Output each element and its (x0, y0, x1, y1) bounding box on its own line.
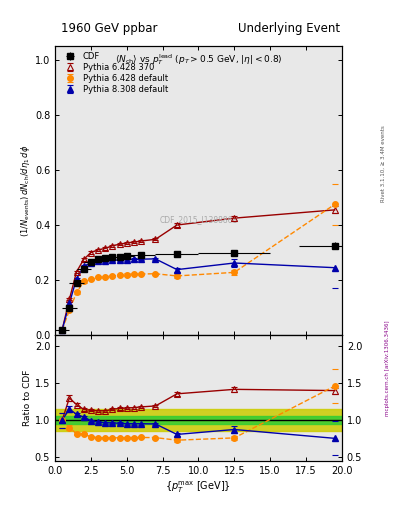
Y-axis label: $(1/N_\mathrm{events})\,dN_\mathrm{ch}/d\eta_1\,d\phi$: $(1/N_\mathrm{events})\,dN_\mathrm{ch}/d… (19, 144, 32, 237)
X-axis label: $\{p_T^\mathrm{max}$ [GeV]$\}$: $\{p_T^\mathrm{max}$ [GeV]$\}$ (165, 480, 231, 495)
Text: 1960 GeV ppbar: 1960 GeV ppbar (61, 22, 158, 35)
Text: Underlying Event: Underlying Event (238, 22, 340, 35)
Bar (55, 409, 342, 431)
Text: $\langle N_\mathrm{ch}\rangle$ vs $p_T^\mathrm{lead}$ ($p_T > 0.5$ GeV, $|\eta| : $\langle N_\mathrm{ch}\rangle$ vs $p_T^\… (115, 52, 282, 67)
Y-axis label: Ratio to CDF: Ratio to CDF (23, 370, 32, 426)
Text: Rivet 3.1.10, ≥ 3.4M events: Rivet 3.1.10, ≥ 3.4M events (381, 125, 386, 202)
Bar (55, 416, 342, 424)
Legend: CDF, Pythia 6.428 370, Pythia 6.428 default, Pythia 8.308 default: CDF, Pythia 6.428 370, Pythia 6.428 defa… (59, 50, 169, 96)
Text: mcplots.cern.ch [arXiv:1306.3436]: mcplots.cern.ch [arXiv:1306.3436] (385, 321, 389, 416)
Text: CDF_2015_I1388868: CDF_2015_I1388868 (159, 215, 238, 224)
